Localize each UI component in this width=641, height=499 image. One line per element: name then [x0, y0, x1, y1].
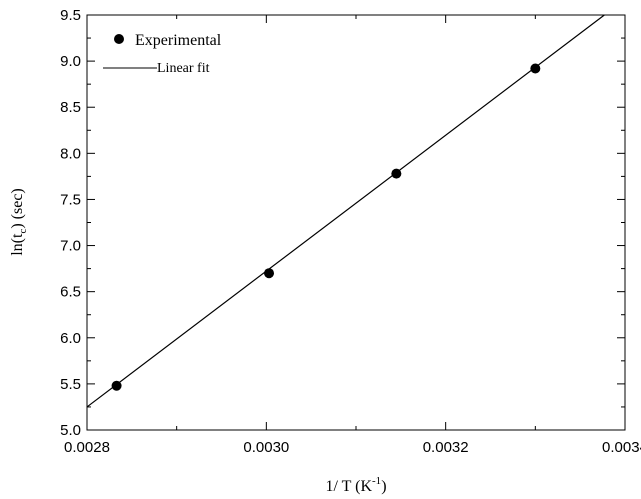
x-axis-label-main: 1/ T (K [325, 478, 372, 495]
legend-linear-fit-label: Linear fit [157, 61, 210, 76]
x-tick-label: 0.0034 [602, 439, 641, 456]
y-tick-label: 6.0 [60, 330, 81, 347]
y-tick-label: 8.5 [60, 99, 81, 116]
y-tick-label: 8.0 [60, 145, 81, 162]
legend-experimental-label: Experimental [135, 32, 222, 49]
x-tick-label: 0.0032 [423, 439, 469, 456]
y-tick-label: 6.5 [60, 284, 81, 301]
linear-fit-line [86, 14, 605, 408]
y-tick-label: 7.0 [60, 238, 81, 255]
legend: Experimental Linear fit [103, 32, 222, 76]
experimental-point [111, 380, 122, 391]
x-axis-label-tail: ) [381, 478, 386, 495]
y-tick-labels: 5.0 5.5 6.0 6.5 7.0 7.5 8.0 8.5 9.0 9.5 [60, 7, 81, 439]
minor-ticks [87, 15, 625, 430]
experimental-point [391, 168, 402, 179]
y-axis-label-sub: c [17, 229, 29, 234]
experimental-point [530, 63, 541, 74]
y-tick-label: 5.0 [60, 422, 81, 439]
experimental-point [264, 268, 275, 279]
major-ticks [86, 14, 626, 431]
legend-experimental-marker [114, 34, 124, 44]
x-tick-label: 0.0028 [64, 439, 110, 456]
x-axis-label: 1/ T (K-1) [325, 475, 386, 495]
x-axis-label-sup: -1 [372, 475, 381, 487]
x-tick-label: 0.0030 [243, 439, 289, 456]
series-layer [86, 14, 605, 408]
plot-frame [86, 14, 626, 431]
y-axis-label-tail: ) (sec) [9, 188, 26, 228]
y-tick-label: 9.5 [60, 7, 81, 24]
y-tick-label: 5.5 [60, 376, 81, 393]
y-axis-label-main: ln(t [9, 233, 26, 256]
y-tick-label: 9.0 [60, 53, 81, 70]
y-tick-label: 7.5 [60, 191, 81, 208]
y-axis-label: ln(tc) (sec) [9, 188, 29, 256]
x-tick-labels: 0.0028 0.0030 0.0032 0.0034 [64, 439, 641, 456]
